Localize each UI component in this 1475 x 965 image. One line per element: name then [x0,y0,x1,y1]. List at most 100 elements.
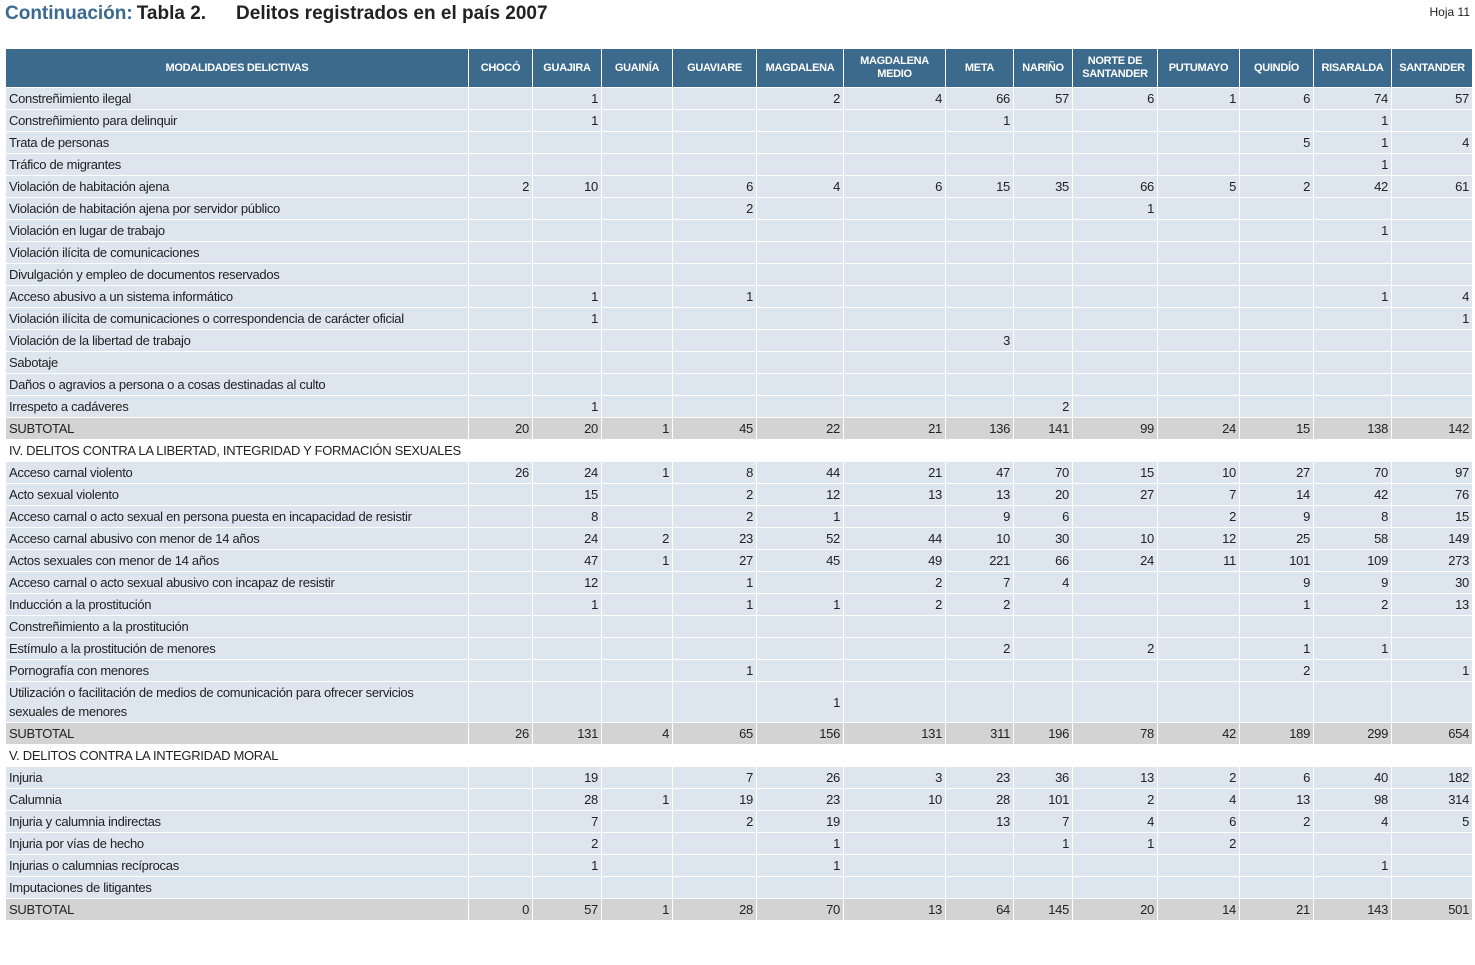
value-cell [945,241,1014,264]
value-cell: 4 [843,87,946,110]
value-cell [601,197,673,220]
value-cell [468,810,533,833]
value-cell: 1 [1072,197,1158,220]
value-cell: 2 [756,87,844,110]
value-cell [468,285,533,308]
value-cell [756,153,844,176]
value-cell [1072,241,1158,264]
value-cell: 61 [1391,175,1473,198]
value-cell [843,681,946,723]
value-cell [756,373,844,396]
value-cell [532,373,602,396]
value-cell: 1 [1313,285,1392,308]
value-cell [1313,263,1392,286]
value-cell [468,109,533,132]
column-header: NORTE DE SANTANDER [1072,48,1158,88]
value-cell: 1 [532,395,602,418]
value-cell: 131 [843,722,946,745]
value-cell [1157,197,1240,220]
value-cell: 4 [756,175,844,198]
value-cell: 20 [468,417,533,440]
value-cell [601,766,673,789]
value-cell [1239,153,1314,176]
value-cell: 10 [1157,461,1240,484]
value-cell [843,153,946,176]
row-label: Irrespeto a cadáveres [5,395,469,418]
data-row: Acceso carnal abusivo con menor de 14 añ… [5,527,1473,550]
value-cell: 7 [945,571,1014,594]
value-cell: 2 [1013,395,1073,418]
column-header: QUINDÍO [1239,48,1314,88]
value-cell [756,615,844,638]
row-label: Daños o agravios a persona o a cosas des… [5,373,469,396]
value-cell: 6 [1157,810,1240,833]
value-cell [1239,263,1314,286]
value-cell [1013,329,1073,352]
data-row: Pornografía con menores 1 2 1 [5,659,1473,682]
value-cell [601,854,673,877]
value-cell [945,659,1014,682]
value-cell: 1 [672,571,757,594]
value-cell [1239,615,1314,638]
value-cell: 70 [1013,461,1073,484]
value-cell: 2 [1239,659,1314,682]
value-cell [945,351,1014,374]
value-cell: 42 [1157,722,1240,745]
value-cell [468,593,533,616]
value-cell: 1 [532,109,602,132]
value-cell [945,395,1014,418]
continuation: Continuación: [5,3,133,24]
data-row: Violación ilícita de comunicaciones [5,241,1473,264]
row-label: Injuria y calumnia indirectas [5,810,469,833]
value-cell: 4 [1391,131,1473,154]
value-cell [1239,854,1314,877]
value-cell: 23 [756,788,844,811]
value-cell: 24 [532,527,602,550]
value-cell [672,832,757,855]
value-cell: 1 [601,549,673,572]
value-cell: 21 [1239,898,1314,921]
value-cell [1013,637,1073,660]
value-cell [1072,854,1158,877]
value-cell: 2 [1239,810,1314,833]
value-cell: 1 [1391,659,1473,682]
value-cell [672,219,757,242]
row-label: Constreñimiento a la prostitución [5,615,469,638]
value-cell: 1 [756,854,844,877]
value-cell [1013,854,1073,877]
value-cell [1072,681,1158,723]
value-cell [843,131,946,154]
data-row: Imputaciones de litigantes [5,876,1473,899]
value-cell [532,876,602,899]
value-cell [601,615,673,638]
value-cell [1157,109,1240,132]
value-cell: 4 [601,722,673,745]
value-cell [672,637,757,660]
value-cell [1313,832,1392,855]
value-cell [843,241,946,264]
value-cell: 1 [532,593,602,616]
value-cell [468,483,533,506]
value-cell: 101 [1239,549,1314,572]
value-cell: 4 [1391,285,1473,308]
row-label: Inducción a la prostitución [5,593,469,616]
value-cell: 10 [1072,527,1158,550]
value-cell: 22 [756,417,844,440]
value-cell [1391,351,1473,374]
value-cell: 2 [601,527,673,550]
value-cell: 99 [1072,417,1158,440]
data-row: Irrespeto a cadáveres 1 2 [5,395,1473,418]
value-cell: 189 [1239,722,1314,745]
value-cell [1157,329,1240,352]
value-cell: 15 [945,175,1014,198]
column-header: MAGDALENA [756,48,844,88]
value-cell [756,197,844,220]
value-cell [1072,153,1158,176]
value-cell: 4 [1013,571,1073,594]
value-cell [843,505,946,528]
value-cell [601,810,673,833]
value-cell: 24 [1072,549,1158,572]
value-cell [1072,109,1158,132]
value-cell: 138 [1313,417,1392,440]
